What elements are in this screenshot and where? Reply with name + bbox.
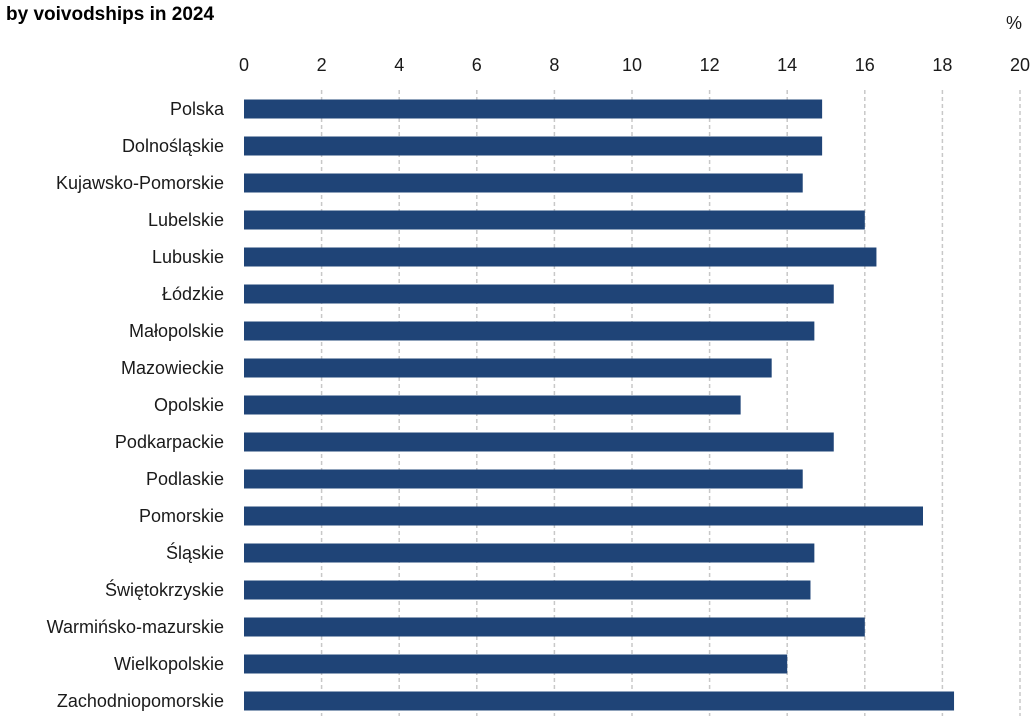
bar xyxy=(244,469,803,489)
x-tick-labels: 0 2 4 6 8 10 12 14 16 18 20 xyxy=(239,55,1030,75)
category-label: Śląskie xyxy=(166,542,224,563)
category-label: Małopolskie xyxy=(129,321,224,341)
bar xyxy=(244,691,955,711)
category-label: Podlaskie xyxy=(146,469,224,489)
category-labels: Polska Dolnośląskie Kujawsko-Pomorskie Lube… xyxy=(47,99,225,711)
category-label: Wielkopolskie xyxy=(114,654,224,674)
bar xyxy=(244,580,811,600)
bar xyxy=(244,136,823,156)
unit-label: % xyxy=(1006,13,1022,33)
bar xyxy=(244,284,834,304)
bar xyxy=(244,506,923,526)
grid-lines xyxy=(320,90,1021,716)
x-tick-label: 16 xyxy=(855,55,875,75)
x-tick-label: 4 xyxy=(394,55,404,75)
x-tick-label: 6 xyxy=(472,55,482,75)
x-tick-label: 2 xyxy=(317,55,327,75)
x-tick-label: 10 xyxy=(622,55,642,75)
category-label: Podkarpackie xyxy=(115,432,224,452)
bar xyxy=(244,543,815,563)
category-label: Dolnośląskie xyxy=(122,136,224,156)
x-tick-label: 0 xyxy=(239,55,249,75)
category-label: Świętokrzyskie xyxy=(105,579,224,600)
x-tick-label: 12 xyxy=(700,55,720,75)
bar xyxy=(244,395,741,415)
bar xyxy=(244,247,877,267)
category-label: Lubelskie xyxy=(148,210,224,230)
category-label: Warmińsko-mazurskie xyxy=(47,617,224,637)
bar xyxy=(244,432,834,452)
x-tick-label: 8 xyxy=(549,55,559,75)
x-tick-label: 14 xyxy=(777,55,797,75)
x-tick-label: 20 xyxy=(1010,55,1030,75)
category-label: Łódzkie xyxy=(162,284,224,304)
bar xyxy=(244,617,865,637)
bar xyxy=(244,173,803,193)
bars xyxy=(244,99,955,711)
bar xyxy=(244,321,815,341)
bar xyxy=(244,99,823,119)
category-label: Opolskie xyxy=(154,395,224,415)
category-label: Mazowieckie xyxy=(121,358,224,378)
bar xyxy=(244,210,865,230)
x-tick-label: 18 xyxy=(932,55,952,75)
category-label: Zachodniopomorskie xyxy=(57,691,224,711)
category-label: Lubuskie xyxy=(152,247,224,267)
category-label: Kujawsko-Pomorskie xyxy=(56,173,224,193)
category-label: Pomorskie xyxy=(139,506,224,526)
bar xyxy=(244,358,772,378)
category-label: Polska xyxy=(170,99,225,119)
chart-title: by voivodships in 2024 xyxy=(6,4,215,25)
bar xyxy=(244,654,788,674)
